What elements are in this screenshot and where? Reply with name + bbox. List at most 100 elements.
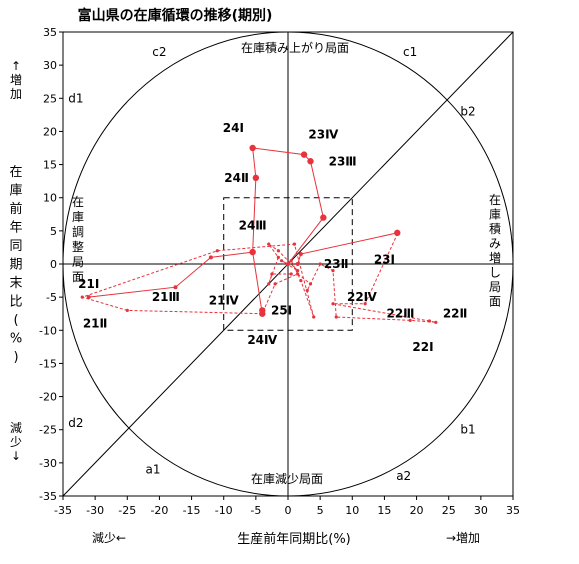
data-point bbox=[286, 262, 290, 266]
x-tick-label: 20 bbox=[410, 504, 424, 517]
point-label: 23Ⅰ bbox=[374, 252, 395, 266]
point-label: 21Ⅱ bbox=[83, 317, 108, 331]
data-point bbox=[298, 252, 303, 257]
data-series bbox=[80, 144, 438, 324]
data-point bbox=[267, 242, 271, 246]
point-label: 22Ⅲ bbox=[386, 307, 414, 321]
data-point bbox=[276, 249, 280, 253]
data-point bbox=[305, 288, 309, 293]
point-labels: 23Ⅰ 23Ⅱ 23Ⅲ 23Ⅳ 24Ⅰ 24Ⅱ 24Ⅲ 24Ⅳ 25Ⅰ 21Ⅰ 21Ⅱ 21Ⅲ 21Ⅳ 2… bbox=[78, 121, 467, 354]
data-point bbox=[279, 259, 284, 263]
data-point bbox=[318, 262, 322, 266]
data-point bbox=[408, 318, 412, 322]
y-tick-label: 10 bbox=[43, 192, 57, 205]
y-tick-label: 0 bbox=[50, 258, 57, 271]
data-point bbox=[259, 307, 266, 314]
data-point bbox=[427, 319, 432, 323]
zone-label: c2 bbox=[152, 45, 166, 59]
data-point bbox=[173, 285, 178, 290]
data-point bbox=[394, 229, 401, 237]
point-label: 24Ⅲ bbox=[239, 219, 267, 233]
data-point bbox=[80, 295, 84, 299]
point-label: 22Ⅳ bbox=[347, 290, 378, 304]
y-axis-decrease-note: 減少↓ bbox=[10, 420, 22, 463]
zone-label: c1 bbox=[403, 45, 417, 59]
y-tick-label: -20 bbox=[39, 391, 57, 404]
y-tick-label: -35 bbox=[39, 490, 57, 503]
zone-labels: c2 c1 d1 b2 d2 b1 a1 a2 bbox=[68, 45, 475, 483]
data-point bbox=[434, 320, 438, 324]
data-point bbox=[252, 174, 260, 182]
phase-left: 在庫調整局面 bbox=[72, 195, 84, 284]
data-point bbox=[295, 262, 300, 266]
x-tick-label: 0 bbox=[285, 504, 292, 517]
y-tick-label: -5 bbox=[46, 291, 57, 304]
zone-label: d2 bbox=[68, 416, 83, 430]
center-box bbox=[223, 197, 353, 331]
y-tick-label: 25 bbox=[43, 92, 57, 105]
y-tick-label: -25 bbox=[39, 424, 57, 437]
data-point bbox=[331, 302, 335, 306]
point-label: 22Ⅱ bbox=[443, 307, 468, 321]
tick-labels: -35-35 -30 -30 -25 -25 -20 -20 -15 -15 -10 -10 -5 -5… bbox=[39, 26, 520, 517]
x-tick-label: 25 bbox=[442, 504, 456, 517]
x-tick-label: -10 bbox=[215, 504, 233, 517]
point-label: 24Ⅱ bbox=[224, 171, 249, 185]
y-tick-label: -30 bbox=[39, 457, 57, 470]
point-label: 21Ⅲ bbox=[152, 290, 180, 304]
phase-right: 在庫積み増し局面 bbox=[489, 193, 501, 309]
data-point bbox=[270, 272, 274, 276]
x-axis-decrease-note: 減少← bbox=[92, 530, 126, 545]
phase-top: 在庫積み上がり局面 bbox=[241, 40, 349, 55]
y-tick-label: 35 bbox=[43, 26, 57, 39]
point-label: 24Ⅰ bbox=[223, 121, 244, 135]
data-point bbox=[307, 158, 314, 165]
chart-title: 富山県の在庫循環の推移(期別) bbox=[78, 7, 273, 24]
point-label: 21Ⅰ bbox=[78, 277, 99, 291]
zone-label: b1 bbox=[460, 423, 475, 437]
x-tick-label: -25 bbox=[118, 504, 136, 517]
data-point bbox=[312, 315, 316, 319]
x-tick-label: 30 bbox=[474, 504, 488, 517]
data-point bbox=[308, 282, 313, 286]
zone-label: a1 bbox=[146, 462, 161, 476]
point-label: 22Ⅰ bbox=[412, 340, 433, 354]
phase-bottom: 在庫減少局面 bbox=[251, 471, 323, 486]
data-point bbox=[125, 308, 129, 312]
data-point bbox=[296, 269, 300, 273]
x-tick-label: -35 bbox=[54, 504, 72, 517]
data-point bbox=[320, 214, 327, 221]
x-tick-label: -20 bbox=[150, 504, 168, 517]
x-tick-label: 5 bbox=[317, 504, 324, 517]
zone-label: d1 bbox=[68, 91, 83, 105]
data-point bbox=[249, 248, 256, 256]
point-label: 21Ⅳ bbox=[209, 293, 240, 307]
phase-labels: 在庫積み上がり局面 在庫減少局面 在庫調整局面 在庫積み増し局面 bbox=[72, 40, 501, 486]
data-point bbox=[289, 272, 293, 276]
series-line-0 bbox=[80, 233, 436, 323]
data-point bbox=[296, 272, 300, 276]
data-point bbox=[292, 242, 297, 246]
data-point bbox=[276, 255, 280, 259]
data-point bbox=[334, 315, 338, 319]
x-tick-label: -30 bbox=[86, 504, 104, 517]
y-tick-label: 30 bbox=[43, 59, 57, 72]
x-axis-increase-note: →増加 bbox=[446, 531, 480, 545]
x-tick-label: 15 bbox=[377, 504, 391, 517]
data-point bbox=[86, 295, 91, 300]
x-tick-label: 35 bbox=[506, 504, 520, 517]
y-tick-label: 20 bbox=[43, 125, 57, 138]
x-tick-label: 10 bbox=[345, 504, 359, 517]
y-tick-label: 5 bbox=[50, 225, 57, 238]
data-point bbox=[273, 282, 277, 286]
x-tick-label: -15 bbox=[183, 504, 201, 517]
y-tick-label: 15 bbox=[43, 159, 57, 172]
point-label: 23Ⅳ bbox=[308, 128, 339, 142]
data-point bbox=[300, 151, 308, 158]
y-tick-label: -15 bbox=[39, 357, 57, 370]
point-label: 24Ⅳ bbox=[247, 333, 278, 347]
y-tick-label: -10 bbox=[39, 324, 57, 337]
data-point bbox=[363, 302, 367, 306]
data-point bbox=[267, 282, 271, 286]
